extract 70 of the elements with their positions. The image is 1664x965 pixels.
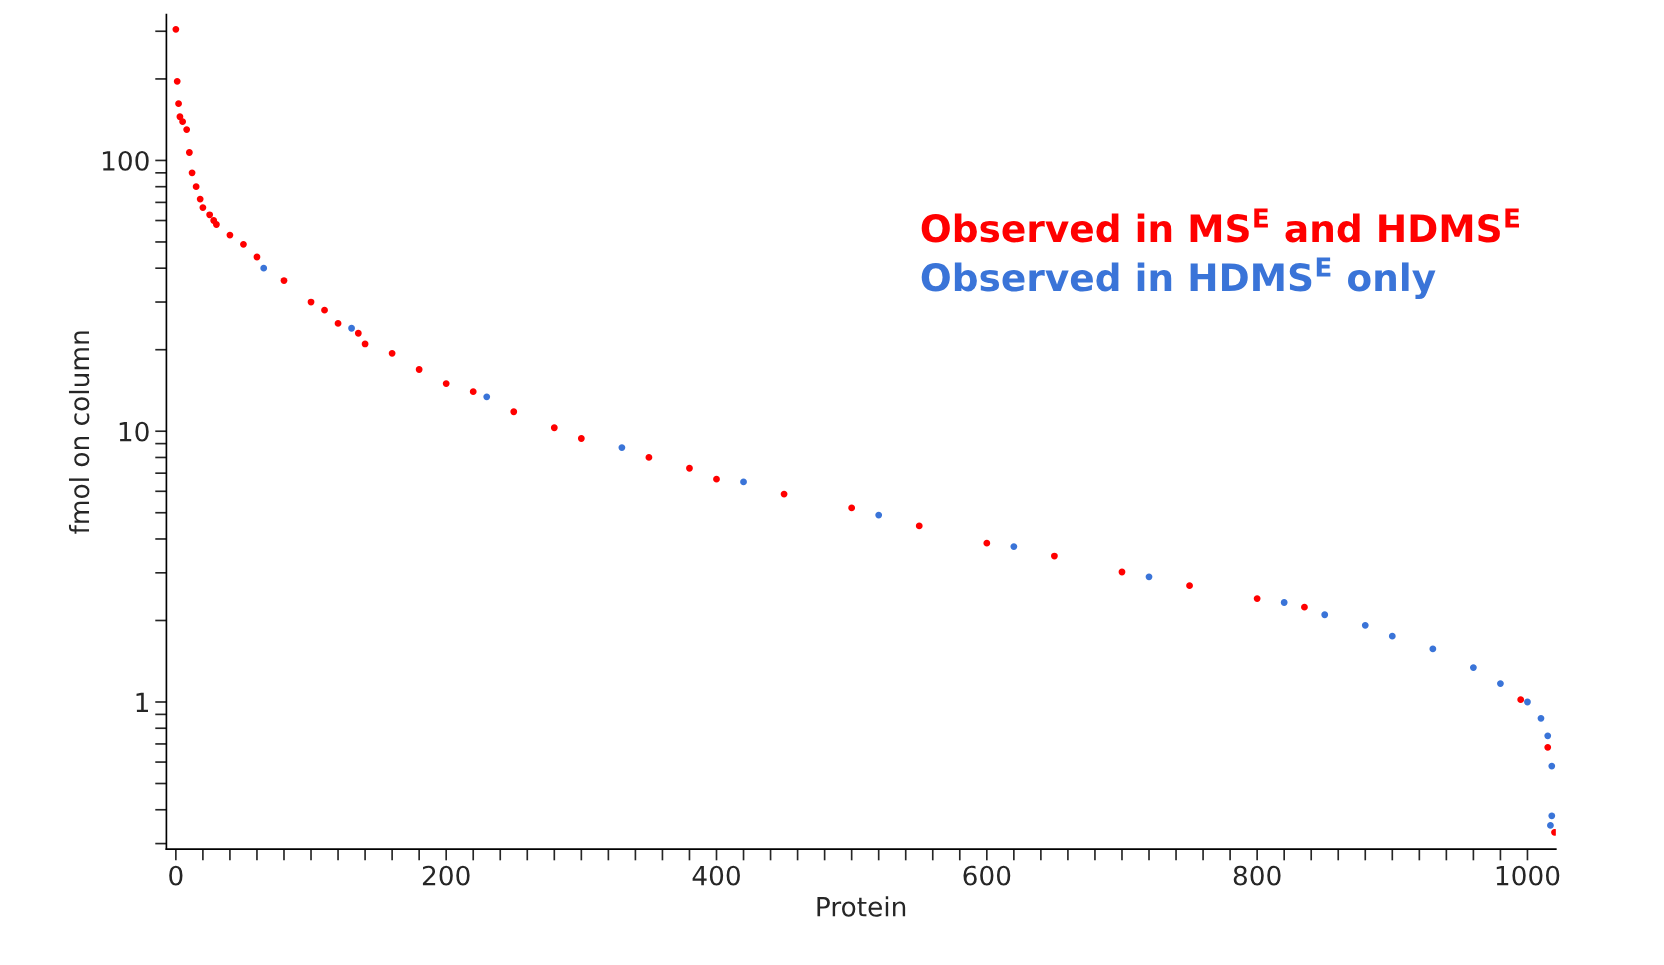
point [354, 329, 362, 337]
point [175, 100, 182, 108]
point [1321, 611, 1329, 619]
point [1051, 552, 1058, 560]
point [199, 204, 207, 211]
point [1548, 812, 1556, 820]
x-tick-label: 400 [692, 865, 740, 886]
point [1537, 714, 1545, 722]
point [1469, 664, 1477, 671]
x-axis-title: Protein [817, 896, 906, 917]
point [1429, 645, 1437, 653]
point [260, 264, 268, 272]
text: Observed in MS$^{E}$ and HDMS$^{E}$ [921, 208, 1519, 243]
point [713, 475, 720, 483]
point [185, 149, 193, 156]
point [686, 464, 693, 472]
point [1524, 698, 1531, 706]
point [188, 169, 196, 177]
point [1548, 762, 1556, 770]
point [510, 408, 518, 416]
point [848, 504, 856, 512]
text: Observed in HDMS$^{E}$ only [921, 257, 1436, 300]
x-tick-label: 1000 [1496, 865, 1560, 886]
x-tick-label: 200 [422, 865, 470, 886]
point [334, 320, 342, 327]
point [983, 539, 991, 547]
point [740, 478, 747, 486]
point [645, 454, 653, 461]
point [321, 306, 328, 314]
point [618, 444, 626, 451]
point [213, 221, 220, 228]
point [1010, 543, 1018, 550]
y-tick-label: 1 [136, 692, 148, 713]
point [179, 118, 187, 126]
point [1497, 680, 1504, 687]
point [196, 195, 204, 203]
point [388, 349, 396, 357]
point [1547, 822, 1554, 829]
point [1301, 603, 1308, 611]
x-tick-label: 0 [169, 865, 183, 886]
point [1517, 696, 1525, 704]
point [483, 393, 491, 401]
x-tick-label: 600 [963, 865, 1011, 886]
point [442, 380, 450, 387]
x-tick-label: 800 [1233, 865, 1281, 886]
point [1186, 582, 1193, 590]
point [173, 77, 181, 85]
point [348, 324, 355, 332]
point [1253, 595, 1261, 602]
point [172, 25, 180, 33]
point [1280, 599, 1288, 606]
point [1544, 743, 1552, 751]
point [875, 511, 883, 519]
y-tick-label: 10 [119, 421, 149, 442]
point [469, 388, 477, 396]
point [280, 277, 288, 284]
point [183, 126, 191, 133]
point [192, 183, 200, 191]
point [1145, 573, 1153, 581]
point [240, 240, 247, 248]
point [577, 435, 585, 442]
point [1361, 621, 1369, 629]
point [1388, 632, 1396, 640]
point [415, 366, 423, 373]
point [1544, 732, 1552, 740]
point [206, 211, 214, 219]
y-axis-title: fmol on column [68, 331, 90, 534]
point [550, 424, 558, 432]
y-tick-label: 100 [102, 150, 149, 171]
point [915, 522, 923, 530]
